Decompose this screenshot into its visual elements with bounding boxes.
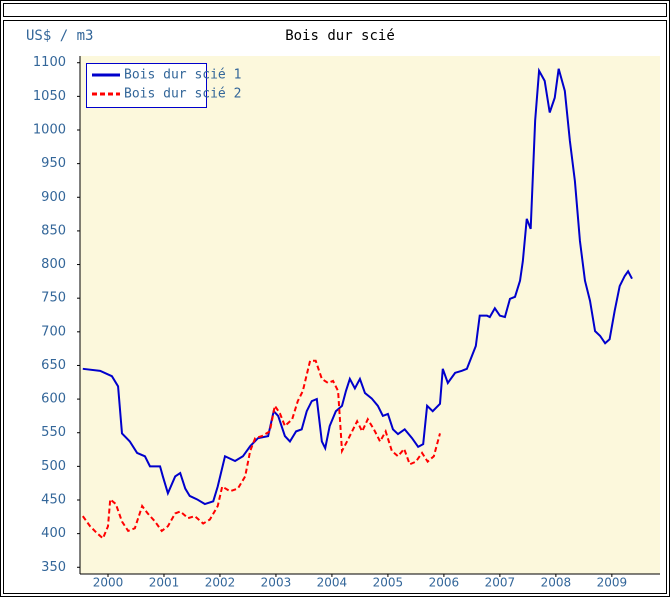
x-tick-label: 2002 [205,576,236,590]
y-tick-label: 850 [41,223,66,238]
y-tick-label: 800 [41,257,66,272]
y-tick-label: 950 [41,156,66,171]
top-bar [3,3,667,17]
y-tick-label: 750 [41,291,66,306]
x-tick-label: 2009 [597,576,628,590]
x-tick-label: 2003 [261,576,292,590]
x-tick-label: 2006 [429,576,460,590]
legend-label: Bois dur scié 2 [124,87,241,102]
y-tick-label: 1000 [33,123,66,138]
legend-label: Bois dur scié 1 [124,68,241,83]
y-tick-label: 400 [41,526,66,541]
line-series [81,359,441,541]
x-tick-label: 2004 [317,576,348,590]
chart-title: Bois dur scié [285,28,395,44]
legend-box [86,63,207,108]
x-tick-label: 2005 [373,576,404,590]
plot-area [80,56,660,574]
x-tick-label: 2001 [149,576,180,590]
x-tick-label: 2008 [541,576,572,590]
y-tick-label: 500 [41,459,66,474]
y-tick-label: 700 [41,324,66,339]
y-tick-label: 900 [41,190,66,205]
x-tick-label: 2000 [93,576,124,590]
line-series [82,67,633,506]
y-tick-label: 650 [41,358,66,373]
y-tick-label: 1100 [33,55,66,70]
y-tick-label: 1050 [33,89,66,104]
x-tick-label: 2007 [485,576,516,590]
y-axis-label: US$ / m3 [26,28,93,44]
y-tick-label: 450 [41,493,66,508]
y-tick-label: 600 [41,392,66,407]
y-tick-label: 550 [41,425,66,440]
y-tick-label: 350 [41,560,66,575]
